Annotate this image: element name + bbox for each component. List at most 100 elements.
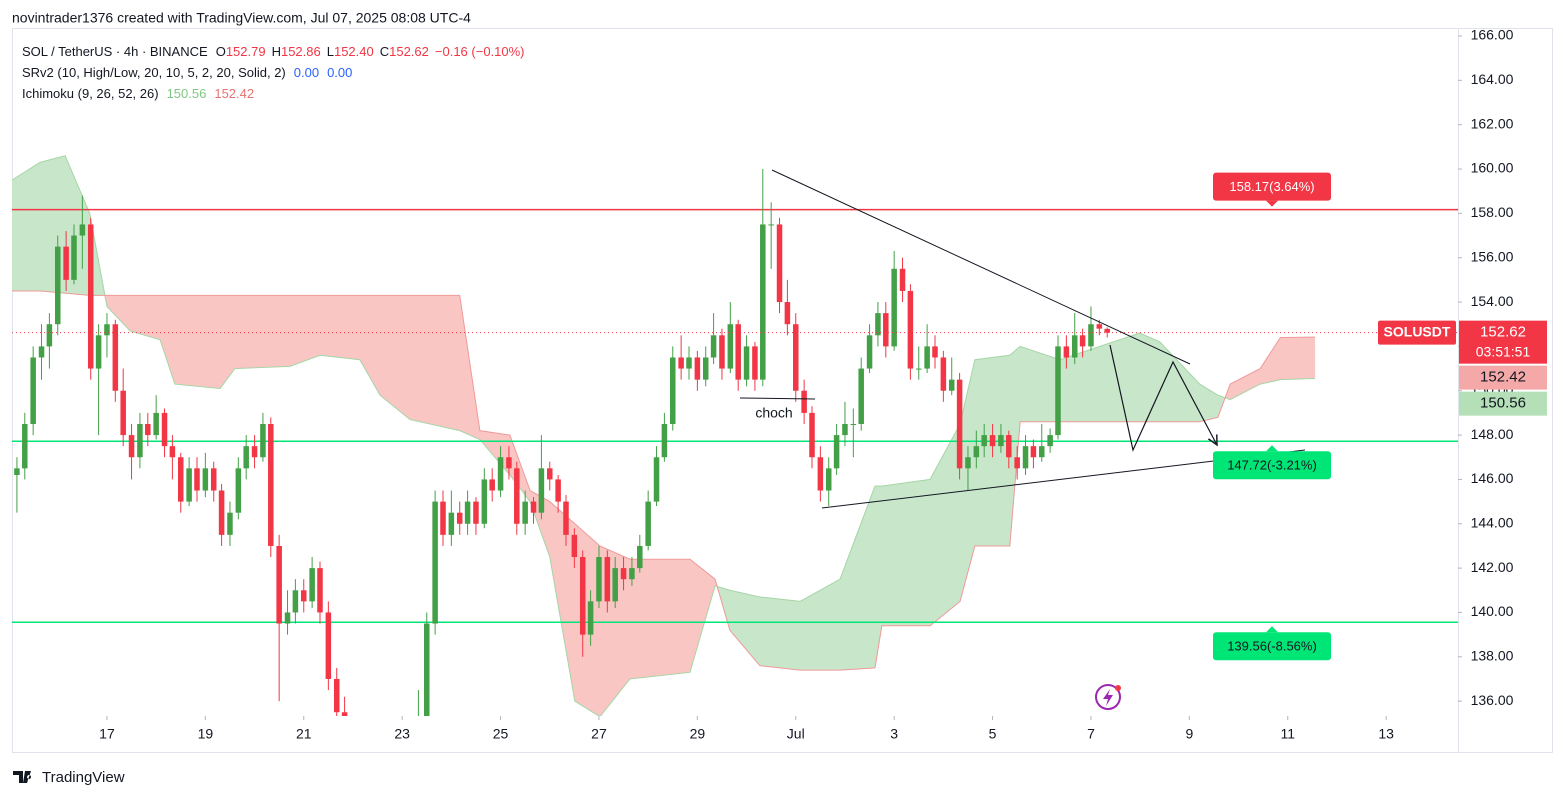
x-tick-label: 25	[493, 726, 509, 742]
candle-body	[710, 335, 717, 358]
candle-body	[604, 557, 611, 602]
candle-body	[850, 423, 857, 425]
candle-body	[1055, 346, 1061, 436]
candle-body	[587, 601, 594, 635]
candle-body	[14, 468, 20, 475]
candle-body	[227, 512, 233, 535]
level-badge-label: 139.56(-8.56%)	[1227, 639, 1317, 654]
candle-body	[260, 423, 266, 458]
candle-body	[268, 423, 274, 546]
cloud-segment	[881, 479, 931, 627]
candle-body	[833, 435, 840, 469]
legend-letter: L	[327, 44, 334, 59]
candle-body	[596, 557, 602, 602]
candle-body	[292, 590, 299, 613]
plot	[12, 155, 1458, 716]
price-badge-label: 152.62	[1480, 324, 1526, 341]
candle-body	[998, 435, 1004, 447]
candle-body	[891, 268, 897, 347]
price-badge-label: 150.56	[1480, 395, 1526, 412]
indicator-name: Ichimoku (9, 26, 52, 26)	[22, 86, 159, 101]
legend-value: 152.40	[334, 44, 374, 59]
candle-body	[825, 468, 832, 491]
candle-body	[325, 612, 332, 679]
candle-body	[79, 224, 86, 236]
level-badge-pointer	[1266, 200, 1278, 207]
candle-body	[440, 501, 446, 535]
candle-body	[719, 335, 725, 369]
candle-body	[63, 246, 69, 280]
candle-body	[145, 423, 151, 436]
candle-body	[341, 712, 348, 716]
cloud-segment	[319, 295, 361, 361]
legend-letter: H	[272, 44, 281, 59]
candle-body	[702, 357, 709, 380]
level-badge-box	[1213, 632, 1331, 661]
level-badge: 147.72(-3.21%)	[1213, 445, 1331, 480]
alert-bolt	[1103, 689, 1113, 706]
y-tick-label: 156.00	[1471, 248, 1514, 264]
brand-name: TradingView	[42, 769, 125, 786]
candle-body	[858, 368, 864, 424]
candle-body	[309, 568, 315, 602]
candle-body	[506, 457, 512, 469]
candle-body	[547, 468, 553, 480]
x-tick-label: 13	[1378, 726, 1394, 742]
level-badge: 139.56(-8.56%)	[1213, 626, 1331, 661]
cloud-segment	[289, 295, 321, 367]
candle-body	[842, 423, 848, 436]
candle-body	[727, 324, 734, 369]
candle-body	[571, 534, 578, 558]
cloud-segment	[39, 155, 66, 294]
y-tick-label: 138.00	[1471, 648, 1514, 664]
candle-body	[251, 446, 258, 458]
candle-body	[1022, 446, 1029, 469]
cloud-segment	[234, 295, 291, 369]
candle-body	[432, 501, 438, 624]
candle-body	[333, 678, 340, 713]
caption: novintrader1376 created with TradingView…	[12, 10, 471, 26]
candle-body	[866, 335, 873, 369]
candle-body	[284, 612, 291, 624]
candle-body	[1063, 346, 1070, 358]
x-tick-label: 21	[296, 726, 312, 742]
candle-body	[464, 501, 471, 524]
y-tick-label: 164.00	[1471, 71, 1514, 87]
indicator-value: 0.00	[294, 65, 319, 80]
candle-body	[276, 545, 282, 624]
candle-body	[1096, 324, 1103, 329]
y-tick-label: 142.00	[1471, 559, 1514, 575]
candle-body	[1071, 335, 1078, 358]
candle-body	[1030, 446, 1037, 458]
candle-body	[784, 302, 791, 325]
y-tick-label: 160.00	[1471, 160, 1514, 176]
legend-letter: O	[216, 44, 226, 59]
x-tick-label: 29	[690, 726, 706, 742]
candle-body	[87, 224, 94, 369]
candle-body	[907, 290, 914, 369]
indicator-name: SRv2 (10, High/Low, 20, 10, 5, 2, 20, So…	[22, 65, 286, 80]
candle-body	[210, 468, 217, 491]
candle-body	[22, 423, 28, 469]
level-badge-label: 147.72(-3.21%)	[1227, 458, 1317, 473]
candle-body	[1047, 435, 1053, 447]
y-tick-label: 140.00	[1471, 603, 1514, 619]
y-tick-label: 154.00	[1471, 293, 1514, 309]
candle-body	[612, 568, 618, 602]
candle-body	[456, 512, 463, 524]
price-badge-box	[1459, 320, 1547, 364]
candle-body	[661, 423, 668, 458]
candle-body	[71, 235, 77, 280]
candle-body	[899, 268, 906, 291]
candle-body	[218, 490, 225, 535]
y-tick-label: 162.00	[1471, 115, 1514, 131]
cloud-segment	[1280, 336, 1316, 380]
price-badge: 150.56	[1459, 391, 1547, 416]
y-tick-label: 158.00	[1471, 204, 1514, 220]
candle-body	[956, 379, 963, 469]
projection-path	[1109, 344, 1217, 452]
candle-body	[424, 623, 430, 716]
candle-body	[776, 224, 783, 303]
